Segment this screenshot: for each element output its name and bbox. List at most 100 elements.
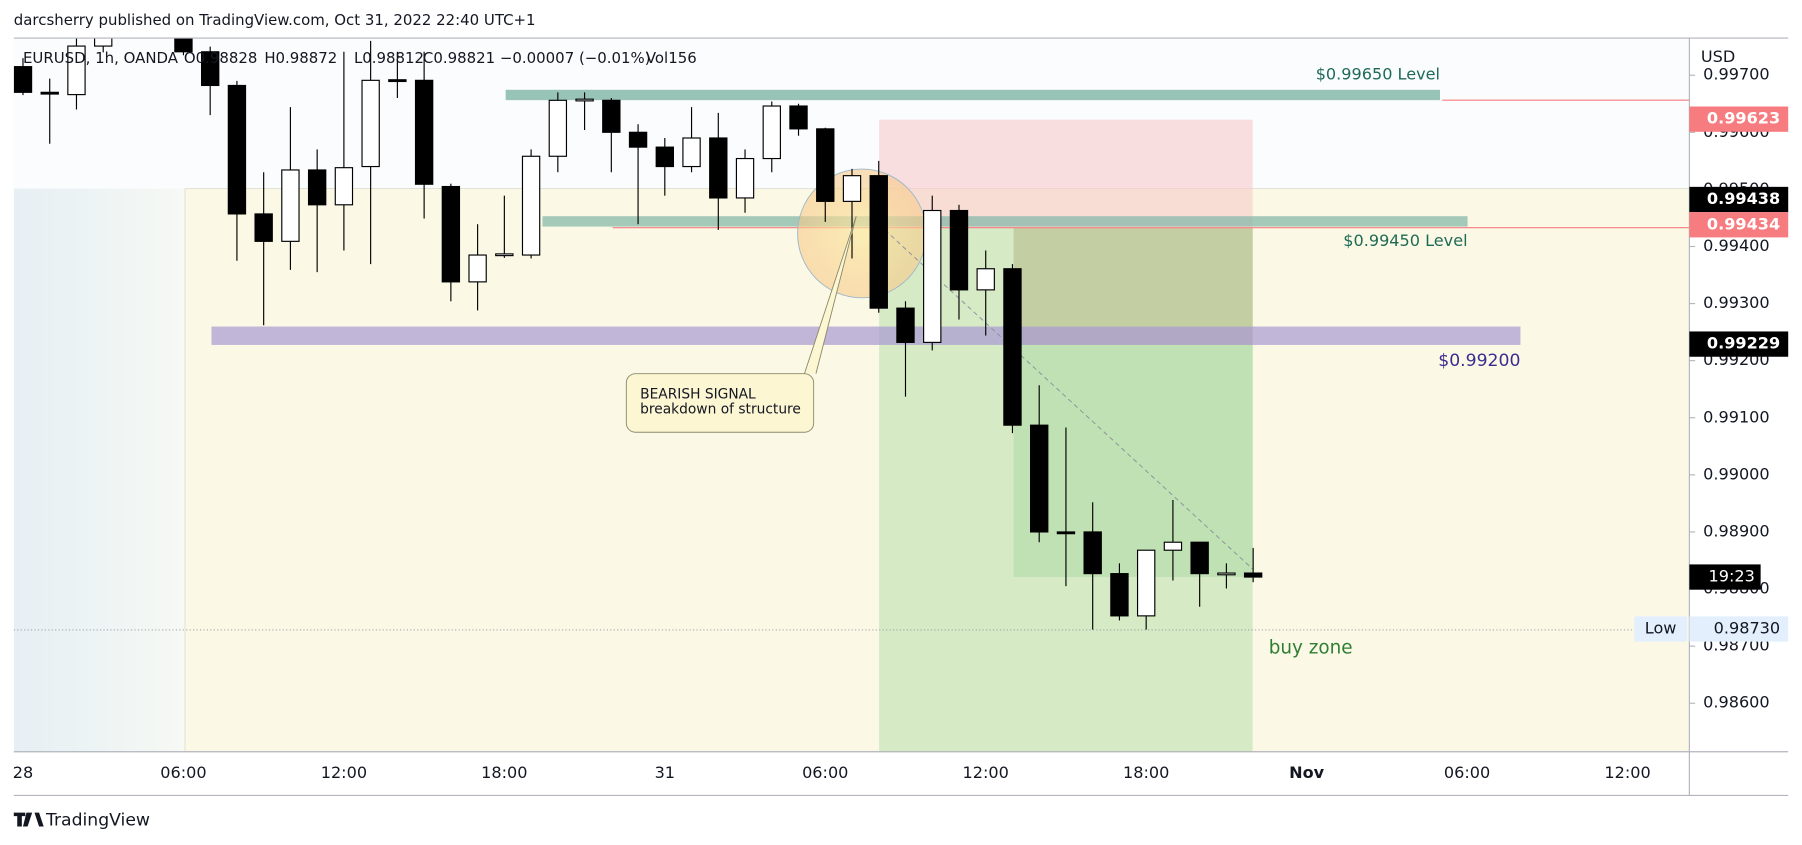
candle-body [495, 253, 514, 257]
candles [13, 38, 1263, 630]
stop-zone [879, 119, 1253, 228]
candle-body [67, 45, 86, 96]
callout-title: BEARISH SIGNAL [640, 386, 756, 402]
brand: TradingView [45, 811, 150, 831]
countdown-bg [1689, 564, 1761, 590]
candle-body [1110, 573, 1129, 617]
candle-body [1163, 541, 1183, 551]
candle-body [1136, 549, 1156, 617]
y-tick-label: 0.99300 [1703, 293, 1770, 312]
candle-body [735, 157, 755, 199]
candle-body [869, 175, 888, 309]
x-tick-label: 06:00 [1444, 763, 1490, 782]
candle-body [468, 254, 487, 283]
candle-body [334, 167, 354, 206]
x-tick-label: 06:00 [160, 763, 206, 782]
candle-body [789, 105, 808, 130]
x-tick-label: 12:00 [1604, 763, 1650, 782]
y-tick-label: 0.98600 [1703, 693, 1770, 712]
countdown: 19:23 [1709, 567, 1755, 586]
x-tick-label: 06:00 [802, 763, 848, 782]
y-tick-label: 0.98900 [1703, 521, 1770, 540]
candle-body [441, 185, 461, 283]
candle-body [94, 38, 113, 47]
ohlc: −0.00007 (−0.01%) [500, 49, 651, 67]
candle-body [1030, 424, 1049, 533]
y-tick-label: 0.99700 [1703, 65, 1770, 84]
price-label-bg [1689, 212, 1789, 238]
candle-body [655, 146, 675, 168]
shade [13, 188, 186, 752]
candle-body [281, 169, 300, 242]
candle-body [307, 169, 327, 206]
candle-body [1190, 541, 1209, 575]
candle-body [254, 213, 273, 242]
level-box [211, 326, 1521, 345]
profit-zone [1013, 227, 1253, 578]
candle-body [388, 79, 407, 83]
trend-line [884, 229, 1253, 570]
candle-body [40, 91, 59, 95]
candle-body [1083, 531, 1102, 575]
level-label: $0.99450 Level [1343, 231, 1467, 250]
x-tick-label: 12:00 [321, 763, 367, 782]
ohlc: L0.98812 [354, 49, 424, 67]
overlap-zone [1013, 227, 1253, 345]
candle-body [816, 128, 835, 202]
candle-body [174, 38, 193, 53]
x-axis: 28 06:00 12:00 18:00 31 06:00 12:00 18:00 Nov 06:… [13, 763, 1651, 782]
ohlc: C0.98821 [423, 49, 495, 67]
level-label: $0.99650 Level [1316, 64, 1440, 83]
callout [625, 373, 815, 433]
level-box [505, 89, 1440, 101]
ohlc: H0.98872 [264, 49, 337, 67]
candle-body [200, 51, 220, 87]
x-tick-label: 18:00 [1123, 763, 1169, 782]
candle-body [1003, 268, 1022, 426]
candle-body [1056, 531, 1076, 535]
candle-body [521, 155, 541, 256]
y-tick-label: 0.99100 [1703, 407, 1770, 426]
x-tick-label: 28 [13, 763, 33, 782]
ohlc: Vol156 [646, 49, 697, 67]
candle-body [414, 79, 434, 185]
candle-body [13, 66, 33, 93]
symbol: EURUSD, 1h, OANDA [23, 49, 179, 67]
candle-body [682, 137, 701, 168]
candle-body [1217, 572, 1236, 576]
level-box [542, 216, 1468, 227]
price-label: 0.99623 [1707, 109, 1780, 128]
low-marker-text: Low [1645, 619, 1677, 638]
candle-body [896, 307, 915, 343]
price-label: 0.99229 [1707, 334, 1780, 353]
logo [13, 812, 44, 827]
candle-body [548, 99, 568, 157]
currency: USD [1701, 47, 1735, 66]
x-tick-label: 12:00 [963, 763, 1009, 782]
price-label-bg [1689, 331, 1789, 357]
candle-body [628, 131, 648, 148]
callout-pointer [804, 216, 857, 374]
candle-body [842, 175, 862, 202]
price-label: 0.99434 [1707, 214, 1780, 233]
candle-body [575, 98, 594, 102]
y-tick-label: 0.99000 [1703, 464, 1770, 483]
candle-body [361, 79, 380, 168]
low-marker-value-bg [1689, 616, 1789, 642]
candle-body [762, 105, 781, 160]
candle-body [227, 84, 247, 215]
x-tick-label: 18:00 [481, 763, 527, 782]
price-label-bg [1689, 186, 1789, 213]
candle-body [1243, 572, 1263, 578]
y-tick-label: 0.99400 [1703, 236, 1770, 255]
candle-body [709, 137, 728, 199]
x-tick-label: 31 [655, 763, 675, 782]
publisher: darcsherry published on TradingView.com,… [14, 11, 536, 29]
price-label: 0.99438 [1707, 189, 1780, 208]
low-marker-value: 0.98730 [1714, 619, 1781, 638]
candle-body [602, 99, 621, 133]
x-tick-label: Nov [1289, 763, 1325, 782]
ohlc: O0.98828 [184, 49, 258, 67]
